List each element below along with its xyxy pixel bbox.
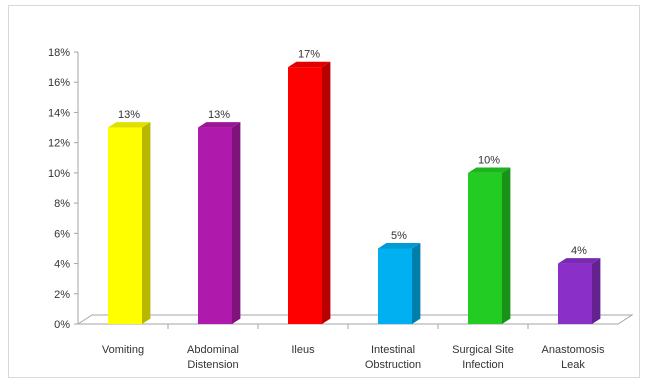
bar-top [288,61,331,68]
y-tick-label: 16% [48,77,70,89]
y-tick-label: 10% [48,168,70,180]
x-tick-label-line: Distension [187,359,238,371]
bar [378,248,412,324]
chart-floor [76,314,634,325]
data-label: 13% [208,109,230,121]
x-tick-label-line: Anastomosis [542,344,605,356]
y-tick-label: 14% [48,107,70,119]
bar-top [468,167,511,173]
bar-side [412,243,421,324]
data-label: 10% [478,154,500,166]
x-tick-label-line: Abdominal [187,344,239,356]
bar-top [558,258,601,264]
data-label: 17% [298,49,320,61]
x-tick-label: Intestinal Obstruction [365,344,421,371]
x-tick-label-line: Ileus [291,344,315,356]
y-tick-label: 6% [54,228,70,240]
bar-side [232,122,241,325]
bars-layer [108,61,601,325]
x-tick-label-line: Infection [462,359,504,371]
x-tick-label-line: Intestinal [371,344,415,356]
x-tick-label-line: Vomiting [102,344,144,356]
y-tick-label: 4% [54,259,70,271]
bar-top [108,122,151,128]
bar [108,127,142,324]
data-label: 5% [391,230,407,242]
bar-top [378,243,421,249]
x-tick-label: Surgical Site Infection [452,344,514,371]
y-tick-label: 12% [48,138,70,150]
x-tick-label: Abdominal Distension [187,344,239,371]
y-tick-label: 2% [54,289,70,301]
floor-plane [76,314,634,325]
bar-side [142,122,151,325]
x-tick-label-line: Surgical Site [452,344,514,356]
bar-side [322,61,331,324]
bar [468,172,502,324]
x-tick-label: Ileus [291,344,315,356]
axis-layer: 0% 2% 4% 6% 8% 10% 12% 14% 16% 18% [48,47,529,331]
x-tick-label: Anastomosis Leak [542,344,605,371]
bar [558,263,592,324]
data-label: 13% [118,109,140,121]
labels-layer: 13% Vomiting 13% Abdominal Distension 17% Ileu… [102,49,605,371]
y-tick-label: 18% [48,47,70,59]
bar [198,127,232,324]
bar-side [592,258,601,324]
x-tick-label-line: Obstruction [365,359,421,371]
y-tick-label: 8% [54,198,70,210]
y-tick-label: 0% [54,319,70,331]
bar-side [502,167,511,324]
bar-top [198,122,241,128]
bar [288,67,322,324]
x-tick-label: Vomiting [102,344,144,356]
data-label: 4% [571,245,587,257]
x-tick-label-line: Leak [561,359,585,371]
